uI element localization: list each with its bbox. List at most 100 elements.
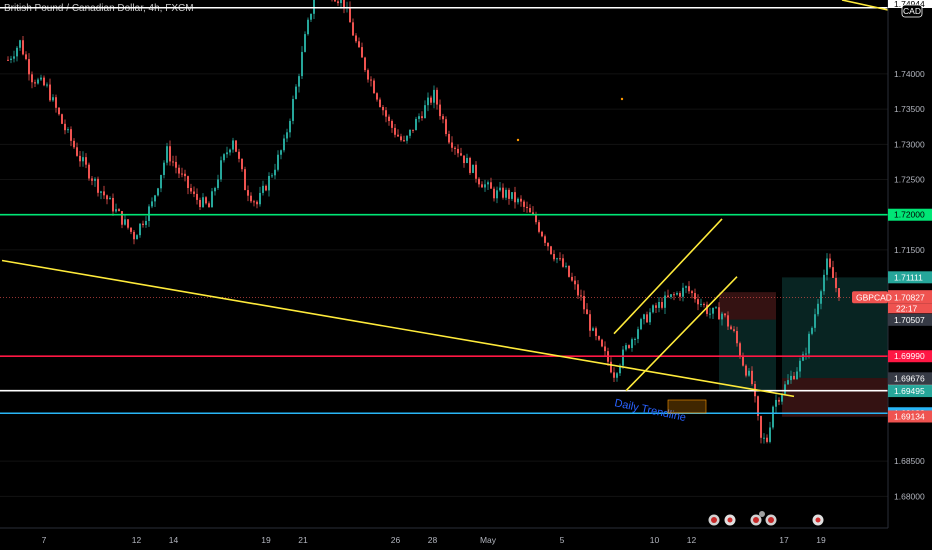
current-price-tag-bg <box>888 291 932 304</box>
candle-body <box>349 7 351 23</box>
candle-body <box>421 116 423 119</box>
candle-body <box>829 258 831 268</box>
candle-body <box>760 415 762 438</box>
candle-body <box>595 328 597 337</box>
candle-body <box>289 120 291 133</box>
candle-body <box>691 291 693 294</box>
candle-body <box>28 59 30 75</box>
candle-body <box>682 287 684 297</box>
candle-body <box>631 339 633 348</box>
price-tick-label: 1.73000 <box>894 139 925 149</box>
candle-body <box>646 314 648 323</box>
candle-body <box>58 107 60 115</box>
ca-flag-icon-inner <box>815 517 821 523</box>
candle-body <box>547 242 549 247</box>
candle-body <box>232 140 234 150</box>
candle-body <box>190 188 192 192</box>
candle-body <box>247 190 249 196</box>
candle-body <box>37 79 39 84</box>
candle-body <box>391 121 393 128</box>
event-icons[interactable] <box>708 511 824 526</box>
candle-body <box>511 192 513 199</box>
ca-flag-icon-inner <box>727 517 733 523</box>
price-tag: 1.71111 <box>894 272 923 282</box>
time-tick-label: 19 <box>261 535 271 545</box>
candle-body <box>445 119 447 135</box>
candle-body <box>73 140 75 148</box>
candle-body <box>397 134 399 137</box>
candle-body <box>757 396 759 416</box>
candle-body <box>43 77 45 86</box>
candle-body <box>295 86 297 99</box>
candle-body <box>490 182 492 189</box>
candle-body <box>541 231 543 237</box>
candle-body <box>838 288 840 298</box>
candle-body <box>517 198 519 203</box>
candle-body <box>154 195 156 202</box>
candle-body <box>172 161 174 163</box>
candle-body <box>130 227 132 232</box>
candle-body <box>721 313 723 320</box>
time-axis[interactable]: 7 12 14 19 21 26 28 May 5 10 12 17 19 <box>42 535 826 545</box>
candle-body <box>667 295 669 297</box>
candle-body <box>694 293 696 300</box>
candle-body <box>136 235 138 240</box>
candle-body <box>406 135 408 141</box>
candle-body <box>292 98 294 121</box>
candle-body <box>601 339 603 347</box>
price-tag: 1.69676 <box>894 373 925 383</box>
candle-body <box>226 152 228 155</box>
candle-body <box>220 160 222 180</box>
candle-body <box>727 315 729 327</box>
candle-body <box>307 19 309 35</box>
candle-body <box>370 79 372 81</box>
time-tick-label: 21 <box>298 535 308 545</box>
candle-body <box>652 305 654 313</box>
candle-body <box>70 129 72 141</box>
candle-body <box>808 333 810 354</box>
candle-body <box>133 231 135 240</box>
time-tick-label: 12 <box>687 535 697 545</box>
candle-body <box>448 134 450 143</box>
top-level-tag: 1.74944 <box>894 0 925 9</box>
candle-body <box>769 427 771 442</box>
candle-body <box>592 328 594 331</box>
candle-body <box>484 184 486 188</box>
candle-body <box>121 211 123 225</box>
candle-body <box>202 197 204 208</box>
candle-body <box>784 384 786 394</box>
price-tick-label: 1.71500 <box>894 245 925 255</box>
candle-body <box>496 190 498 199</box>
candle-body <box>811 327 813 334</box>
trendline <box>625 276 738 392</box>
candle-body <box>34 82 36 84</box>
candle-body <box>454 147 456 149</box>
symbol-tag: GBPCAD <box>856 292 892 302</box>
candle-body <box>403 140 405 142</box>
candle-body <box>88 164 90 179</box>
candle-body <box>385 110 387 117</box>
candle-body <box>187 176 189 189</box>
candle-body <box>436 89 438 105</box>
horizontal-levels <box>0 6 888 415</box>
candle-body <box>697 299 699 305</box>
candle-body <box>700 303 702 305</box>
level-price-tag: 1.72000 <box>894 210 925 220</box>
price-axis[interactable]: 1.74000 1.73500 1.73000 1.72500 1.71500 1.685… <box>852 0 932 501</box>
candle-body <box>160 174 162 189</box>
candle-body <box>556 258 558 260</box>
candle-body <box>439 104 441 117</box>
candle-body <box>10 58 12 60</box>
candle-body <box>529 208 531 213</box>
candle-body <box>94 178 96 181</box>
candle-body <box>508 189 510 199</box>
candle-body <box>400 136 402 141</box>
candle-body <box>790 375 792 381</box>
candle-body <box>67 129 69 131</box>
candle-body <box>514 192 516 203</box>
candle-body <box>82 157 84 162</box>
currency-badge[interactable]: CAD <box>901 4 923 18</box>
candle-body <box>625 345 627 350</box>
candle-body <box>277 154 279 170</box>
